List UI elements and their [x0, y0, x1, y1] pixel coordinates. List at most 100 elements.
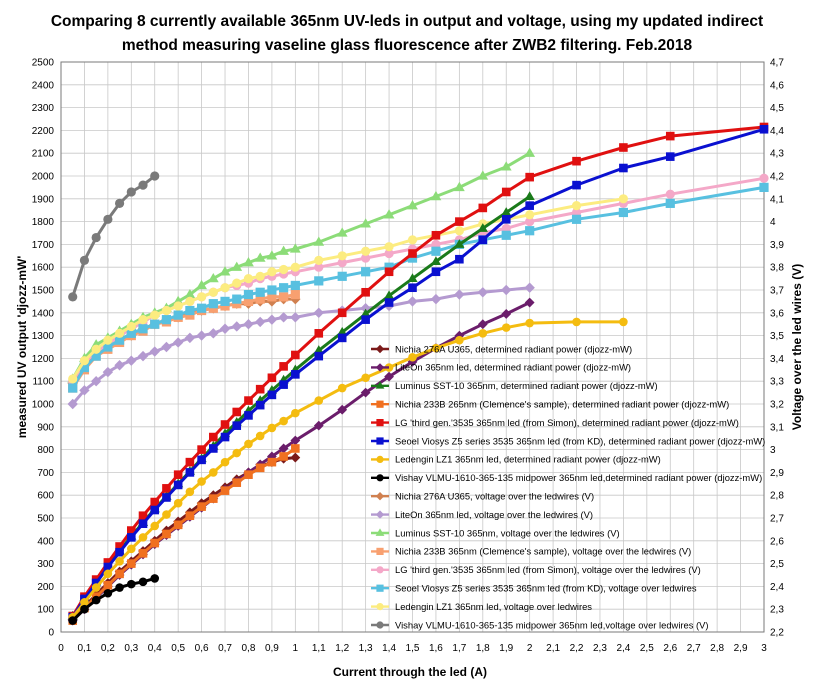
data-point	[361, 373, 370, 383]
data-point	[68, 616, 78, 625]
data-point	[430, 256, 442, 265]
grid	[60, 61, 765, 633]
data-point	[209, 432, 218, 442]
data-point	[431, 246, 441, 256]
data-point	[360, 387, 371, 398]
x-tick-label: 2,2	[570, 643, 584, 654]
data-point	[431, 267, 441, 277]
data-point	[279, 452, 288, 461]
y-tick-label: 900	[37, 422, 54, 433]
x-tick-label: 0,4	[148, 643, 162, 654]
data-point	[360, 218, 372, 228]
data-point	[337, 333, 347, 343]
data-point	[126, 321, 136, 332]
x-tick-label: 2,5	[640, 643, 654, 654]
series-line	[71, 127, 765, 619]
data-point	[267, 285, 277, 295]
y-tick-label: 0	[48, 628, 54, 639]
data-point	[477, 287, 488, 298]
y2-tick-label: 2,6	[770, 536, 784, 547]
data-point	[138, 511, 148, 521]
y2-tick-label: 4,6	[770, 80, 784, 91]
data-point	[408, 352, 417, 362]
data-point	[314, 329, 324, 338]
data-point	[408, 249, 417, 258]
data-point	[291, 408, 300, 418]
data-point	[407, 253, 418, 263]
data-point	[477, 170, 489, 180]
legend-marker	[376, 621, 384, 629]
data-point	[184, 332, 196, 344]
x-tick-label: 1,1	[312, 643, 326, 654]
data-point	[220, 296, 230, 306]
data-point	[103, 580, 113, 590]
data-point	[232, 421, 242, 430]
data-point	[572, 317, 581, 327]
data-point	[278, 312, 289, 323]
y2-tick-label: 3,6	[770, 308, 784, 319]
data-point	[289, 243, 301, 253]
y2-tick-label: 4,3	[770, 149, 784, 160]
data-point	[79, 356, 90, 366]
data-point	[455, 254, 464, 264]
data-point	[571, 201, 582, 211]
data-point	[477, 223, 488, 232]
chart-title-line-1: Comparing 8 currently available 365nm UV…	[51, 13, 763, 30]
data-point	[150, 497, 160, 507]
y2-tick-label: 3,1	[770, 422, 784, 433]
data-point	[185, 296, 195, 306]
x-tick-label: 1,3	[359, 643, 373, 654]
data-point	[150, 171, 160, 181]
data-point	[150, 505, 160, 515]
data-point	[525, 210, 535, 220]
y-tick-label: 600	[37, 491, 54, 502]
data-point	[478, 329, 488, 338]
data-point	[267, 457, 277, 467]
x-tick-label: 0,8	[242, 643, 256, 654]
legend-marker	[376, 603, 384, 611]
legend-entry: Vishay VLMU-1610-365-135 midpower 365nm …	[371, 472, 762, 483]
data-point	[267, 390, 277, 400]
legend-marker	[375, 344, 385, 354]
x-tick-label: 0,1	[77, 643, 91, 654]
y2-tick-label: 4	[770, 217, 776, 228]
data-point	[665, 189, 675, 199]
y-axis-label: measured UV output 'djozz-mW'	[15, 256, 29, 439]
legend-entry: Nichia 276A U365, voltage over the ledwi…	[371, 491, 594, 502]
data-point	[665, 152, 675, 161]
data-point	[267, 423, 277, 433]
data-point	[525, 226, 535, 236]
legend-entry: Luminus SST-10 365nm, determined radiant…	[371, 380, 658, 391]
legend-entry: Luminus SST-10 365nm, voltage over the l…	[371, 527, 620, 538]
data-point	[197, 502, 206, 511]
data-point	[337, 271, 347, 281]
y2-tick-label: 4,7	[770, 58, 784, 69]
data-point	[524, 297, 535, 308]
x-axis-label: Current through the led (A)	[333, 665, 487, 679]
series-15	[68, 194, 629, 384]
y-tick-label: 100	[37, 605, 54, 616]
data-point	[759, 173, 769, 183]
data-point	[91, 344, 101, 354]
data-point	[79, 385, 90, 396]
y2-tick-label: 2,3	[770, 605, 784, 616]
data-point	[361, 253, 371, 263]
data-point	[618, 207, 628, 218]
data-point	[267, 373, 277, 383]
data-point	[115, 547, 124, 557]
y-tick-label: 1200	[32, 354, 55, 365]
y2-tick-label: 3	[770, 445, 776, 456]
data-point	[127, 533, 136, 542]
data-point	[103, 562, 113, 572]
data-point	[197, 445, 206, 454]
legend-label: Nichia 233B 365nm (Clemence's sample), v…	[395, 546, 691, 557]
legend-entry: Seoel Viosys Z5 series 3535 365nm led (f…	[371, 583, 697, 594]
data-point	[501, 309, 512, 319]
data-point	[103, 569, 113, 579]
data-point	[525, 172, 534, 182]
y-tick-labels: 0 100 200 300 400 500 600 700 800 900 1000 1100 1200…	[32, 58, 55, 639]
legend-entry: Ledengin LZ1 365nm led, determined radia…	[371, 454, 661, 465]
data-point	[407, 356, 418, 367]
data-point	[454, 239, 465, 248]
